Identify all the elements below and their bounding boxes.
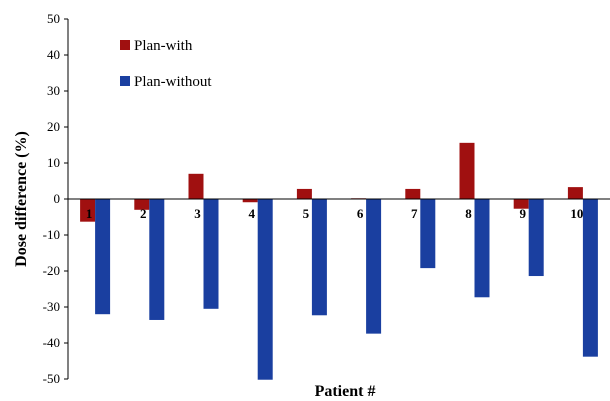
x-tick-label: 7: [411, 206, 418, 221]
bar-plan-with: [513, 199, 529, 209]
y-tick-label: -30: [43, 299, 60, 314]
bar-plan-without: [257, 199, 273, 380]
legend-swatch: [120, 40, 130, 50]
bar-plan-without: [366, 199, 382, 334]
x-axis-title: Patient #: [315, 383, 376, 400]
y-tick-label: 0: [54, 191, 61, 206]
x-tick-label: 9: [519, 206, 526, 221]
y-tick-label: -20: [43, 263, 60, 278]
bar-plan-without: [95, 199, 111, 315]
legend-swatch: [120, 76, 130, 86]
bar-plan-with: [188, 173, 204, 199]
y-tick-label: 30: [47, 83, 60, 98]
bar-plan-with: [242, 199, 258, 203]
bar-plan-without: [203, 199, 219, 309]
bar-plan-with: [459, 142, 475, 199]
bar-plan-without: [149, 199, 165, 320]
legend-label: Plan-with: [134, 38, 193, 54]
bar-plan-with: [567, 187, 583, 199]
bar-plan-with: [80, 199, 96, 222]
x-tick-label: 5: [303, 206, 310, 221]
bar-plan-with: [134, 199, 150, 210]
y-tick-label: -40: [43, 335, 60, 350]
y-axis-ticks: -50 -40 -30 -20 -10 0 10 20 30 40 50: [43, 11, 68, 386]
bar-plan-without: [420, 199, 436, 269]
x-tick-label: 3: [194, 206, 201, 221]
x-tick-label: 10: [570, 206, 583, 221]
y-tick-label: 10: [47, 155, 60, 170]
y-tick-label: -10: [43, 227, 60, 242]
bar-plan-with: [405, 188, 421, 199]
legend: Plan-with Plan-without: [120, 38, 212, 90]
bar-plan-with: [296, 188, 312, 199]
y-tick-label: 40: [47, 47, 60, 62]
bar-plan-without: [311, 199, 327, 316]
y-tick-label: 20: [47, 119, 60, 134]
x-tick-label: 8: [465, 206, 472, 221]
bar-plan-without: [582, 199, 598, 357]
x-tick-label: 6: [357, 206, 364, 221]
legend-label: Plan-without: [134, 74, 212, 90]
bar-plan-without: [528, 199, 544, 277]
y-tick-label: -50: [43, 371, 60, 386]
bar-plan-without: [474, 199, 490, 298]
x-tick-label: 2: [140, 206, 147, 221]
x-tick-label: 4: [248, 206, 255, 221]
x-tick-label: 1: [86, 206, 93, 221]
y-axis-title: Dose difference (%): [13, 131, 30, 267]
y-tick-label: 50: [47, 11, 60, 26]
bars: [80, 142, 598, 380]
category-labels: 1 2 3 4 5 6 7 8 9 10: [86, 206, 584, 221]
